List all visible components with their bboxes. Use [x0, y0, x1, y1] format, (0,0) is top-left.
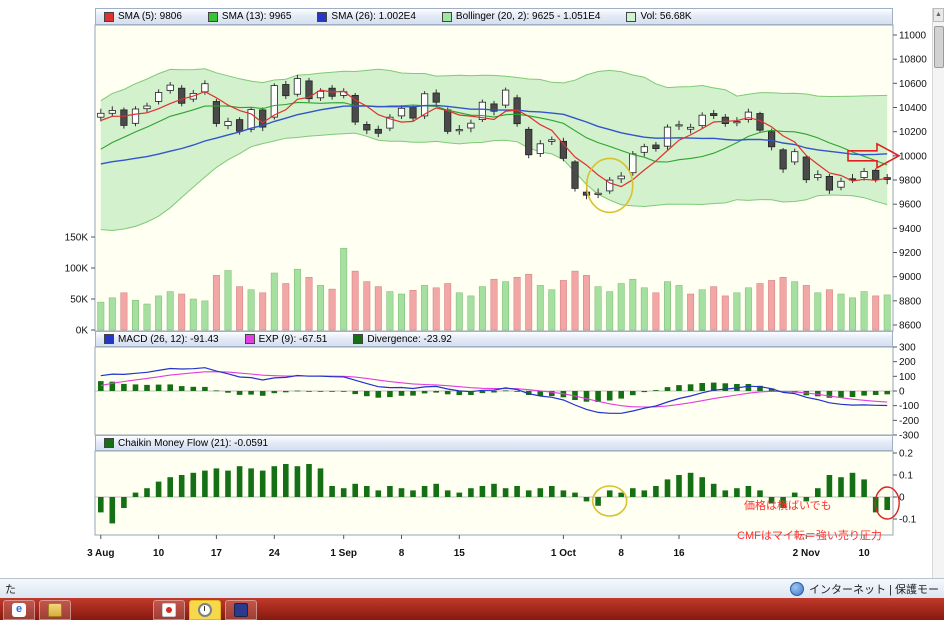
legend-item: Bollinger (20, 2): 9625 - 1.051E4 [441, 11, 601, 22]
svg-text:0: 0 [899, 493, 905, 504]
status-security-text: インターネット | 保護モー [809, 583, 939, 596]
svg-text:8800: 8800 [899, 296, 922, 307]
legend-item: Chaikin Money Flow (21): -0.0591 [104, 438, 268, 449]
svg-text:-0.1: -0.1 [899, 515, 917, 526]
svg-text:0: 0 [899, 387, 905, 398]
legend-item: Vol: 56.68K [626, 11, 692, 22]
legend-swatch-icon [353, 334, 364, 344]
legend-label: SMA (26): 1.002E4 [331, 11, 416, 22]
legend-swatch-icon [441, 11, 452, 22]
svg-text:8: 8 [618, 548, 624, 559]
svg-text:200: 200 [899, 357, 916, 368]
annotation-text-cmf-negative: CMFはマイ転＝強い売り圧力 [737, 530, 882, 542]
legend-swatch-icon [104, 334, 114, 344]
svg-text:1 Oct: 1 Oct [551, 548, 577, 559]
taskbar-button-ie-logo[interactable] [3, 600, 35, 620]
legend-label: SMA (5): 9806 [118, 11, 182, 22]
legend-swatch-icon [104, 438, 114, 448]
taskbar-button-app-window[interactable] [225, 600, 257, 620]
status-zone-right: インターネット | 保護モー [790, 581, 939, 597]
svg-text:15: 15 [454, 548, 466, 559]
legend-swatch-icon [317, 11, 328, 22]
scrollbar-up-arrow-icon[interactable]: ▲ [933, 8, 944, 22]
svg-text:24: 24 [269, 548, 281, 559]
svg-text:9000: 9000 [899, 272, 922, 283]
legend-label: Vol: 56.68K [640, 11, 692, 22]
macd-panel-legend: MACD (26, 12): -91.43 EXP (9): -67.51 Dive… [95, 331, 893, 347]
scrollbar-thumb[interactable] [934, 26, 944, 68]
legend-swatch-icon [207, 11, 218, 22]
clock-app-icon [198, 603, 212, 617]
taskbar-button-clock-app[interactable] [189, 600, 221, 620]
svg-text:9400: 9400 [899, 224, 922, 235]
svg-text:1 Sep: 1 Sep [330, 548, 357, 559]
svg-text:10200: 10200 [899, 127, 927, 138]
svg-text:9200: 9200 [899, 248, 922, 259]
cmf-panel-legend: Chaikin Money Flow (21): -0.0591 [95, 435, 893, 451]
svg-text:150K: 150K [65, 233, 89, 244]
annotation-text-price-flat: 価格は横ばいでも [744, 500, 832, 512]
svg-text:9600: 9600 [899, 200, 922, 211]
svg-text:10800: 10800 [899, 55, 927, 66]
legend-item: MACD (26, 12): -91.43 [104, 334, 219, 345]
svg-text:3 Aug: 3 Aug [87, 548, 114, 559]
svg-text:-200: -200 [899, 416, 919, 427]
svg-text:10: 10 [153, 548, 165, 559]
legend-label: Bollinger (20, 2): 9625 - 1.051E4 [455, 11, 601, 22]
legend-label: MACD (26, 12): -91.43 [118, 333, 219, 345]
media-app-icon [162, 603, 176, 617]
svg-text:0K: 0K [76, 326, 89, 337]
legend-item: Divergence: -23.92 [353, 334, 452, 345]
svg-text:100: 100 [899, 372, 916, 383]
status-bar: た インターネット | 保護モー [0, 578, 944, 598]
legend-label: EXP (9): -67.51 [258, 333, 328, 345]
legend-swatch-icon [104, 11, 114, 22]
app-window-icon [234, 603, 248, 617]
price-panel-legend: SMA (5): 9806 SMA (13): 9965 SMA (26): 1.0… [95, 8, 893, 25]
svg-text:8: 8 [399, 548, 405, 559]
legend-swatch-icon [626, 11, 637, 22]
svg-text:0.1: 0.1 [899, 471, 913, 482]
legend-label: Chaikin Money Flow (21): -0.0591 [118, 437, 269, 449]
svg-text:10000: 10000 [899, 151, 927, 162]
status-left-text: た [5, 583, 16, 596]
legend-item: SMA (5): 9806 [104, 11, 182, 22]
legend-swatch-icon [244, 334, 255, 344]
svg-text:100K: 100K [65, 264, 89, 275]
folder-icon [48, 603, 62, 617]
svg-text:16: 16 [673, 548, 685, 559]
internet-globe-icon [790, 581, 805, 596]
svg-text:8600: 8600 [899, 321, 922, 332]
legend-item: SMA (13): 9965 [207, 11, 292, 22]
svg-text:-100: -100 [899, 401, 919, 412]
svg-text:0.2: 0.2 [899, 449, 913, 460]
svg-text:2 Nov: 2 Nov [793, 548, 821, 559]
legend-item: SMA (26): 1.002E4 [317, 11, 416, 22]
svg-text:11000: 11000 [899, 31, 927, 42]
svg-text:17: 17 [211, 548, 223, 559]
vertical-scrollbar[interactable]: ▲ [932, 8, 944, 578]
taskbar[interactable] [0, 598, 944, 620]
ie-logo-icon [12, 603, 26, 617]
svg-text:50K: 50K [70, 295, 88, 306]
svg-text:300: 300 [899, 343, 916, 354]
legend-label: SMA (13): 9965 [221, 11, 292, 22]
svg-text:10: 10 [859, 548, 871, 559]
svg-text:9800: 9800 [899, 176, 922, 187]
taskbar-button-media-app[interactable] [153, 600, 185, 620]
svg-text:10600: 10600 [899, 79, 927, 90]
svg-text:10400: 10400 [899, 103, 927, 114]
svg-text:-300: -300 [899, 431, 919, 442]
stock-chart-canvas: 1100010800106001040010200100009800960094… [65, 24, 927, 559]
taskbar-button-folder[interactable] [39, 600, 71, 620]
legend-item: EXP (9): -67.51 [244, 333, 328, 345]
legend-label: Divergence: -23.92 [367, 333, 452, 345]
